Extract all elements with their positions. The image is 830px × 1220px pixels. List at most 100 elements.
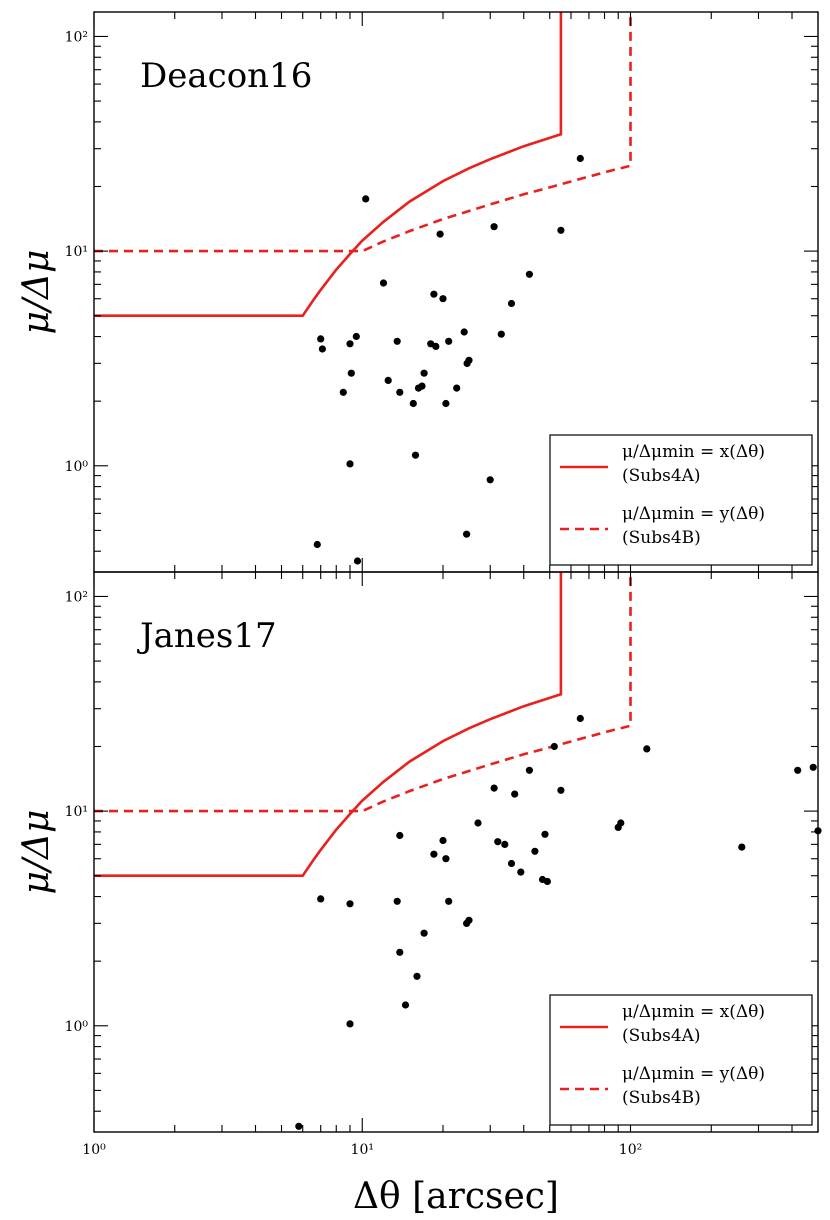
data-point bbox=[576, 154, 584, 163]
data-point bbox=[453, 384, 461, 392]
data-point bbox=[413, 972, 421, 980]
data-point bbox=[465, 356, 473, 364]
legend-sublabel: (Subs4B) bbox=[622, 528, 701, 548]
data-point bbox=[401, 1001, 410, 1009]
data-point bbox=[541, 830, 549, 838]
data-point bbox=[430, 850, 438, 858]
data-point bbox=[317, 895, 325, 903]
data-point bbox=[550, 742, 558, 751]
data-point bbox=[557, 786, 565, 794]
panel-deacon16: 10⁰ 10¹ 10² Deacon16 μ/Δμmin = x(Δθ) (Subs4… bbox=[65, 11, 819, 573]
y-axis-label: μ/Δμ bbox=[16, 250, 57, 335]
y-tick-label: 10² bbox=[65, 589, 88, 605]
data-point bbox=[409, 399, 417, 408]
legend-label: μ/Δμmin = y(Δθ) bbox=[622, 1064, 765, 1084]
subs4b-curve bbox=[94, 12, 632, 253]
x-tick-label: 10² bbox=[619, 1142, 642, 1158]
data-point bbox=[384, 376, 392, 384]
plot-frame bbox=[93, 571, 819, 1133]
data-point bbox=[317, 335, 325, 343]
data-point bbox=[557, 226, 565, 234]
data-point bbox=[465, 916, 473, 924]
legend-label: μ/Δμmin = x(Δθ) bbox=[622, 442, 765, 462]
data-point bbox=[543, 877, 552, 886]
data-point bbox=[393, 897, 401, 905]
data-point bbox=[396, 948, 404, 956]
data-point bbox=[353, 557, 362, 565]
data-point bbox=[436, 230, 444, 238]
data-point bbox=[531, 847, 539, 855]
data-point bbox=[486, 476, 494, 484]
data-point bbox=[445, 337, 453, 345]
data-point bbox=[362, 195, 370, 203]
legend-sublabel: (Subs4A) bbox=[622, 1026, 701, 1046]
data-point bbox=[501, 840, 509, 849]
data-point bbox=[396, 388, 404, 396]
data-point bbox=[432, 342, 440, 350]
y-tick-label: 10¹ bbox=[65, 244, 88, 260]
data-point bbox=[507, 299, 516, 308]
data-point bbox=[463, 530, 471, 538]
data-point bbox=[420, 929, 428, 937]
data-point bbox=[430, 290, 438, 298]
data-point bbox=[379, 279, 388, 287]
data-point bbox=[445, 897, 453, 905]
y-tick-label: 10⁰ bbox=[65, 1019, 89, 1035]
data-point bbox=[517, 868, 525, 876]
x-tick-label: 10¹ bbox=[351, 1142, 374, 1158]
legend-box bbox=[549, 994, 813, 1126]
data-point bbox=[576, 714, 584, 723]
data-point bbox=[460, 328, 468, 336]
data-point bbox=[318, 345, 326, 353]
data-point bbox=[794, 766, 802, 774]
data-point bbox=[617, 819, 625, 827]
data-point bbox=[347, 369, 355, 377]
legend-label: μ/Δμmin = y(Δθ) bbox=[622, 504, 765, 524]
data-point bbox=[396, 831, 404, 840]
data-point bbox=[525, 270, 534, 278]
subs4a-curve bbox=[94, 572, 563, 877]
data-point bbox=[352, 332, 360, 341]
data-point bbox=[809, 763, 817, 771]
data-point bbox=[439, 836, 447, 845]
y-tick-label: 10⁰ bbox=[65, 459, 89, 475]
legend-sublabel: (Subs4B) bbox=[622, 1088, 701, 1108]
data-point bbox=[507, 859, 516, 868]
data-point bbox=[313, 540, 321, 549]
data-point bbox=[494, 838, 502, 846]
data-point bbox=[738, 843, 746, 851]
y-axis-label: μ/Δμ bbox=[16, 810, 57, 895]
data-point bbox=[511, 790, 519, 798]
data-point bbox=[490, 784, 498, 792]
data-point bbox=[439, 295, 447, 303]
data-point bbox=[442, 399, 450, 408]
data-point bbox=[346, 460, 354, 468]
data-point bbox=[525, 766, 534, 774]
subs4b-curve bbox=[94, 572, 632, 813]
data-point bbox=[393, 337, 401, 345]
y-tick-label: 10² bbox=[65, 29, 88, 45]
panel-janes17: 10⁰ 10¹ 10² 10⁰ 10¹ 10² Janes17 μ/Δμmin = x(Δ… bbox=[65, 571, 822, 1158]
data-point bbox=[497, 330, 505, 338]
subs4a-curve bbox=[94, 12, 563, 317]
data-point bbox=[490, 223, 498, 231]
legend-box bbox=[549, 434, 813, 566]
legend: μ/Δμmin = x(Δθ) (Subs4A) μ/Δμmin = y(Δθ) (S… bbox=[549, 434, 813, 566]
y-tick-label: 10¹ bbox=[65, 804, 88, 820]
data-point bbox=[346, 900, 354, 908]
legend-sublabel: (Subs4A) bbox=[622, 466, 701, 486]
data-point bbox=[442, 855, 450, 863]
legend: μ/Δμmin = x(Δθ) (Subs4A) μ/Δμmin = y(Δθ) (S… bbox=[549, 994, 813, 1126]
data-point bbox=[346, 1020, 354, 1028]
panel-title: Janes17 bbox=[137, 616, 277, 656]
x-tick-label: 10⁰ bbox=[82, 1142, 106, 1158]
data-point bbox=[346, 340, 354, 348]
data-point bbox=[411, 451, 420, 459]
data-point bbox=[643, 745, 651, 753]
data-point bbox=[418, 382, 426, 390]
data-point bbox=[339, 388, 347, 396]
panel-title: Deacon16 bbox=[140, 56, 312, 96]
data-point bbox=[420, 369, 428, 377]
data-point bbox=[474, 819, 482, 827]
